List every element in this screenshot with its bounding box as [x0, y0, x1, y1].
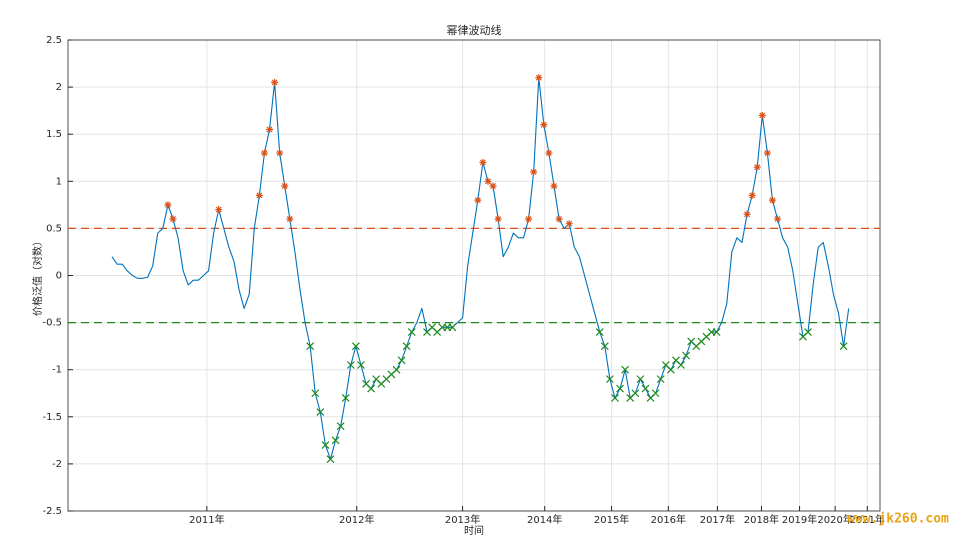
cross-marker [351, 342, 360, 351]
x-tick-label: 2015年 [594, 513, 629, 526]
cross-marker [331, 436, 340, 445]
star-marker [494, 215, 502, 223]
x-tick-label: 2019年 [782, 513, 817, 526]
y-tick-label: 0.5 [46, 223, 62, 234]
star-marker [530, 168, 538, 176]
star-marker [758, 111, 766, 119]
cross-marker [595, 328, 604, 336]
star-marker [525, 215, 533, 223]
star-marker [271, 78, 279, 86]
cross-marker [407, 328, 416, 336]
x-tick-label: 2021年 [850, 513, 885, 526]
x-tick-label: 2014年 [527, 513, 562, 526]
cross-marker [600, 342, 609, 351]
chart-title: 幂律波动线 [447, 23, 502, 37]
cross-marker [397, 356, 406, 365]
cross-marker [316, 408, 325, 417]
star-marker [255, 191, 263, 199]
star-marker [484, 177, 492, 185]
star-marker [169, 215, 177, 223]
cross-marker [326, 455, 335, 464]
cross-marker [641, 384, 650, 393]
y-tick-label: -1 [52, 365, 62, 376]
cross-marker [636, 375, 645, 384]
x-axis-label: 时间 [464, 524, 484, 537]
star-marker [489, 182, 497, 190]
star-marker [286, 215, 294, 223]
watermark: www.jk260.com [847, 512, 949, 527]
x-tick-label: 2017年 [700, 513, 735, 526]
cross-marker [804, 328, 812, 336]
star-marker [260, 149, 268, 157]
star-marker [266, 125, 274, 133]
cross-marker [321, 441, 330, 449]
star-marker [540, 121, 548, 129]
y-tick-label: 1 [56, 176, 62, 187]
cross-marker [631, 389, 640, 398]
star-marker [479, 158, 487, 166]
cross-marker [611, 394, 619, 402]
star-marker [281, 182, 289, 190]
star-marker [774, 215, 782, 223]
star-marker [276, 149, 284, 157]
y-tick-label: -2 [52, 459, 62, 470]
cross-marker [651, 389, 660, 398]
cross-marker [346, 361, 355, 369]
x-tick-label: 2012年 [339, 513, 374, 526]
y-tick-label: 2.5 [46, 35, 62, 46]
cross-marker [712, 328, 721, 336]
cross-marker [357, 361, 365, 369]
x-tick-label: 2013年 [445, 513, 480, 526]
cross-marker [367, 384, 376, 393]
star-marker [768, 196, 776, 204]
star-marker [753, 163, 761, 171]
cross-marker [616, 384, 624, 393]
star-marker [550, 182, 558, 190]
star-marker [748, 191, 756, 199]
x-tick-label: 2018年 [744, 513, 779, 526]
y-axis-label: 价格泛值（对数） [31, 236, 44, 316]
cross-marker [306, 342, 315, 351]
y-tick-label: -0.5 [42, 318, 62, 329]
cross-marker [311, 389, 320, 398]
axes-box [67, 39, 881, 512]
star-marker [535, 74, 543, 82]
x-tick-label: 2011年 [189, 513, 224, 526]
y-tick-label: -2.5 [42, 506, 62, 517]
star-marker [164, 201, 172, 209]
cross-marker [341, 394, 350, 402]
line-series [111, 77, 850, 460]
cross-marker [621, 365, 630, 374]
star-marker [545, 149, 553, 157]
x-tick-label: 2016年 [651, 513, 686, 526]
star-marker [474, 196, 482, 204]
star-marker [763, 149, 771, 157]
cross-marker [448, 323, 457, 332]
star-marker [565, 220, 573, 228]
cross-marker [392, 365, 401, 374]
star-marker [555, 215, 563, 223]
cross-marker [402, 342, 411, 351]
cross-marker [666, 365, 675, 374]
cross-marker [605, 375, 614, 384]
cross-marker [839, 342, 848, 351]
star-marker [215, 206, 223, 214]
cross-marker [677, 361, 685, 369]
star-marker [743, 210, 751, 218]
y-tick-label: 0 [56, 271, 62, 282]
x-tick-label: 2020年 [817, 513, 852, 526]
y-tick-label: 1.5 [46, 129, 62, 140]
y-tick-label: 2 [56, 82, 62, 93]
cross-marker [336, 422, 345, 431]
y-tick-label: -1.5 [42, 412, 62, 423]
cross-marker [656, 375, 665, 384]
cross-marker [682, 351, 691, 360]
